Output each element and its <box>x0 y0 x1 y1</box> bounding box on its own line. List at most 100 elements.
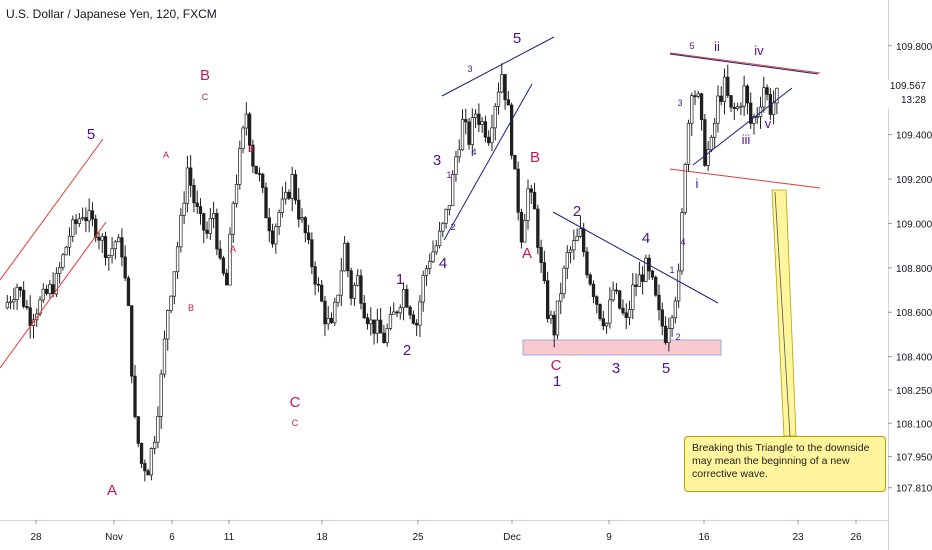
candle-body <box>555 300 560 336</box>
wedge-upper-line <box>441 36 555 97</box>
candle-body <box>582 228 586 253</box>
x-tick-label: 11 <box>224 532 235 543</box>
candle-body <box>650 270 655 278</box>
candle-body <box>405 289 409 308</box>
wave-label: C <box>290 394 301 411</box>
candle-body <box>136 416 140 444</box>
channel-lower-line <box>0 221 107 369</box>
candle-body <box>175 246 180 273</box>
candle-body <box>113 241 118 250</box>
note-callout[interactable]: Breaking this Triangle to the downside m… <box>684 436 886 492</box>
candle-body <box>369 319 373 325</box>
wave-label: i <box>696 176 699 191</box>
candle-body <box>395 311 399 314</box>
candle-body <box>221 257 226 274</box>
wave-label: C <box>292 418 299 428</box>
candle-body <box>195 202 199 207</box>
candle-body <box>411 314 416 324</box>
candle-body <box>346 242 350 272</box>
candle-body <box>356 275 360 286</box>
candle-body <box>362 303 366 319</box>
candle-body <box>107 255 111 259</box>
candle-body <box>329 317 334 324</box>
triangle-upper-line <box>669 52 821 74</box>
candle-body <box>218 248 222 259</box>
x-tick-label: Dec <box>503 532 521 543</box>
wave-label: B <box>200 67 210 84</box>
wave-label: 5 <box>513 30 521 47</box>
candle-body <box>74 219 78 224</box>
candle-body <box>198 206 203 214</box>
candle-body <box>601 318 605 327</box>
candle-body <box>444 209 448 224</box>
candle-body <box>333 301 337 324</box>
candle-body <box>284 191 288 200</box>
candle-body <box>470 117 474 145</box>
candle-body <box>575 235 579 241</box>
candle-body <box>552 314 556 336</box>
candle-body <box>667 328 671 343</box>
candle-body <box>189 167 193 186</box>
candle-body <box>306 232 311 241</box>
candle-body <box>588 274 592 285</box>
candle-body <box>277 212 281 227</box>
candle-body <box>241 127 245 150</box>
wave-label: A <box>163 150 169 160</box>
candle-body <box>418 301 422 326</box>
candle-body <box>48 284 52 294</box>
candle-body <box>274 226 278 245</box>
candle-body <box>264 187 268 219</box>
candle-body <box>287 191 291 199</box>
candle-body <box>421 275 425 303</box>
candle-body <box>130 305 134 377</box>
wave-label: 1 <box>446 170 451 180</box>
projection-line <box>669 168 821 189</box>
wave-label: 2 <box>675 332 680 342</box>
candle-body <box>64 246 68 256</box>
candle-body <box>676 270 681 302</box>
candle-body <box>490 127 494 144</box>
candle-body <box>765 87 769 95</box>
candle-body <box>385 328 389 344</box>
candle-body <box>654 276 658 296</box>
x-tick-label: 9 <box>606 532 612 543</box>
wave-label: 2 <box>573 203 581 220</box>
candle-body <box>182 202 186 216</box>
candle-body <box>565 252 569 269</box>
candle-body <box>480 121 484 125</box>
candle-body <box>149 448 154 476</box>
wave-label: iv <box>754 43 764 58</box>
candle-body <box>244 113 249 129</box>
candle-body <box>162 338 167 375</box>
x-tick-label: 18 <box>316 532 328 543</box>
candle-body <box>523 220 527 243</box>
candle-body <box>280 198 285 213</box>
x-tick-label: 25 <box>412 532 424 543</box>
candle-body <box>578 228 583 237</box>
candle-body <box>503 74 507 101</box>
candle-body <box>686 122 691 165</box>
candle-body <box>31 319 36 327</box>
candle-body <box>139 443 144 464</box>
candle-body <box>382 332 386 344</box>
candle-body <box>94 218 98 238</box>
candle-body <box>726 76 730 96</box>
candle-body <box>326 317 330 325</box>
y-tick-label: 109.400 <box>896 131 932 142</box>
candle-body <box>762 87 766 108</box>
candle-body <box>156 416 160 443</box>
wave-label: 1 <box>669 265 674 275</box>
candle-body <box>120 237 124 258</box>
candle-body <box>211 213 216 219</box>
candle-body <box>464 119 468 123</box>
candle-body <box>572 240 576 251</box>
descending-trendline <box>552 211 719 304</box>
candle-body <box>519 211 524 243</box>
wave-label: 5 <box>662 360 670 377</box>
candle-body <box>549 314 553 320</box>
wave-label: 5 <box>87 126 95 143</box>
candle-body <box>424 268 429 276</box>
candle-body <box>87 210 91 222</box>
candle-body <box>77 218 81 224</box>
